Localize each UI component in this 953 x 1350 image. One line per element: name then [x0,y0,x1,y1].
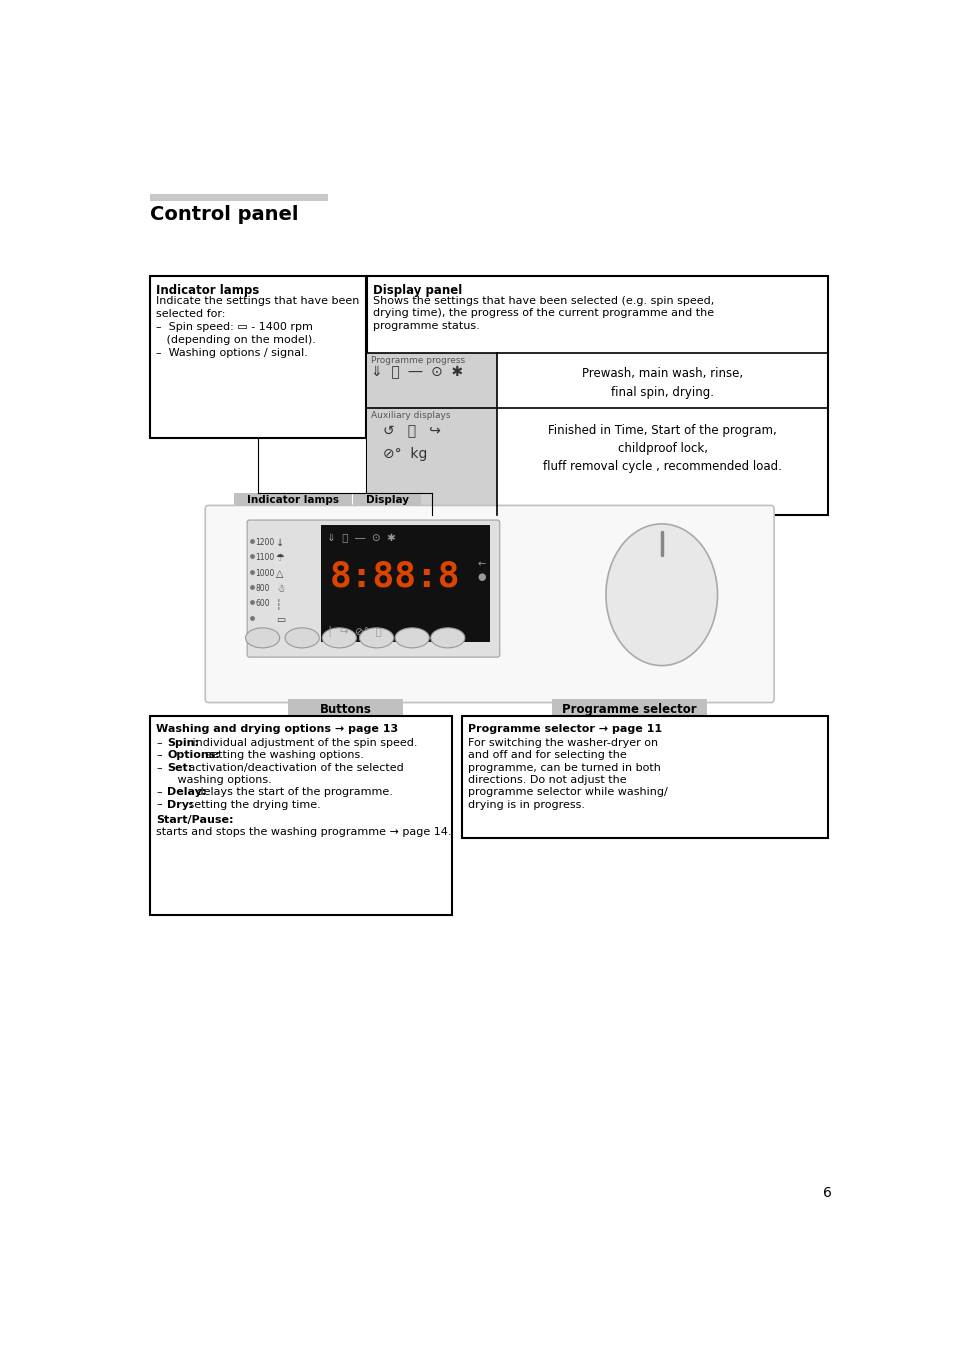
Text: For switching the washer-dryer on: For switching the washer-dryer on [468,738,658,748]
Text: Shows the settings that have been selected (e.g. spin speed,: Shows the settings that have been select… [373,296,714,306]
Text: delays the start of the programme.: delays the start of the programme. [193,787,393,798]
Text: Display: Display [366,495,409,505]
Text: Indicate the settings that have been: Indicate the settings that have been [156,296,359,306]
Text: Indicator lamps: Indicator lamps [247,495,338,505]
Bar [150,194,328,201]
Text: Indicator lamps: Indicator lamps [156,284,259,297]
Text: ☂: ☂ [275,554,284,563]
Text: –: – [156,751,162,760]
Text: ←: ← [476,559,485,570]
Text: drying time), the progress of the current programme and the: drying time), the progress of the curren… [373,308,714,319]
Bar [233,493,352,509]
Text: ⊘°  kg: ⊘° kg [382,447,427,460]
Text: Control panel: Control panel [150,205,298,224]
Text: Options:: Options: [167,751,220,760]
Text: 1100: 1100 [255,554,274,562]
Bar [367,352,497,409]
FancyBboxPatch shape [247,520,499,657]
Text: (depending on the model).: (depending on the model). [156,335,316,346]
Bar [353,493,421,509]
Text: ☃: ☃ [275,585,284,594]
Text: and off and for selecting the: and off and for selecting the [468,751,626,760]
Text: –: – [156,799,162,810]
Text: Start/Pause:: Start/Pause: [156,815,233,825]
Text: starts and stops the washing programme → page 14.: starts and stops the washing programme →… [156,828,452,837]
Text: 600: 600 [255,599,270,609]
Text: Programme progress: Programme progress [371,356,465,365]
Text: activation/deactivation of the selected: activation/deactivation of the selected [185,763,403,772]
Text: ⇓  ⛲  ―  ⊙  ✱: ⇓ ⛲ ― ⊙ ✱ [371,366,463,379]
Bar [320,525,489,643]
Text: setting the drying time.: setting the drying time. [185,799,320,810]
Text: ⇓  ⛲  ―  ⊙  ✱: ⇓ ⛲ ― ⊙ ✱ [327,533,395,543]
Ellipse shape [322,628,356,648]
Text: Programme selector → page 11: Programme selector → page 11 [468,724,661,734]
Text: washing options.: washing options. [167,775,272,784]
Text: –  Washing options / signal.: – Washing options / signal. [156,348,308,358]
Text: –: – [156,787,162,798]
Text: programme selector while washing/: programme selector while washing/ [468,787,667,798]
FancyBboxPatch shape [205,505,773,702]
Text: ┆  ↪  ⊘°  ⛶: ┆ ↪ ⊘° ⛶ [327,625,381,637]
Ellipse shape [245,628,279,648]
Text: ▭: ▭ [275,614,285,625]
Bar [461,717,827,838]
Text: ↓: ↓ [275,537,284,548]
Bar [150,717,452,915]
Text: ↺   ⓘ   ↪: ↺ ⓘ ↪ [382,424,440,437]
Text: △: △ [275,568,283,579]
Text: programme, can be turned in both: programme, can be turned in both [468,763,660,772]
Text: –: – [156,763,162,772]
Ellipse shape [605,524,717,666]
Ellipse shape [395,628,429,648]
Text: Finished in Time, Start of the program,
childproof lock,
fluff removal cycle , r: Finished in Time, Start of the program, … [542,424,781,472]
Text: 1200: 1200 [255,537,274,547]
Text: 800: 800 [255,585,270,593]
Text: drying is in progress.: drying is in progress. [468,799,584,810]
Text: directions. Do not adjust the: directions. Do not adjust the [468,775,626,784]
Text: Buttons: Buttons [319,702,371,716]
Text: individual adjustment of the spin speed.: individual adjustment of the spin speed. [189,738,417,748]
Ellipse shape [359,628,394,648]
Text: ●: ● [476,571,485,582]
Text: Dry:: Dry: [167,799,193,810]
Text: Set:: Set: [167,763,193,772]
Text: Washing and drying options → page 13: Washing and drying options → page 13 [156,724,398,734]
Text: setting the washing options.: setting the washing options. [202,751,363,760]
Text: Display panel: Display panel [373,284,462,297]
Text: programme status.: programme status. [373,320,479,331]
Ellipse shape [431,628,464,648]
Text: 6: 6 [822,1187,831,1200]
Bar [150,275,365,437]
Bar [367,409,497,514]
Text: ┆: ┆ [275,599,281,610]
Bar [288,699,402,717]
Ellipse shape [285,628,319,648]
Bar [551,699,706,717]
Text: –: – [156,738,162,748]
Text: selected for:: selected for: [156,309,226,319]
Text: Prewash, main wash, rinse,
final spin, drying.: Prewash, main wash, rinse, final spin, d… [581,367,742,398]
Text: Auxiliary displays: Auxiliary displays [371,412,450,420]
Text: Spin:: Spin: [167,738,199,748]
Text: Delay:: Delay: [167,787,207,798]
Text: Programme selector: Programme selector [561,702,696,716]
Text: –  Spin speed: ▭ - 1400 rpm: – Spin speed: ▭ - 1400 rpm [156,323,313,332]
Text: 1000: 1000 [255,568,274,578]
Bar [367,275,827,514]
Text: 8:88:8: 8:88:8 [330,559,460,593]
